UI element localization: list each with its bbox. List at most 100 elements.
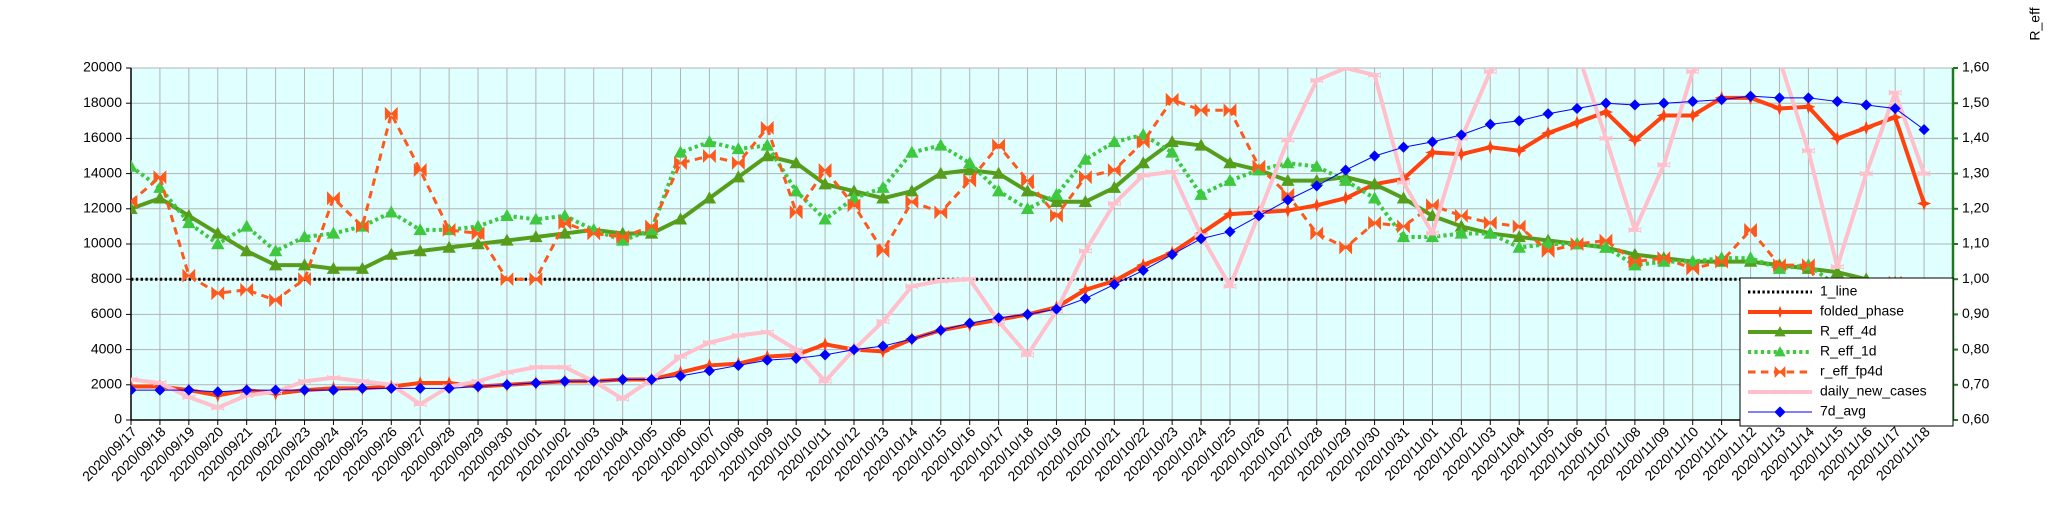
data-point <box>818 378 832 385</box>
legend-marker <box>1773 305 1787 319</box>
data-point <box>385 382 397 394</box>
data-point <box>905 194 919 209</box>
data-point <box>529 272 543 287</box>
data-point <box>789 205 803 220</box>
data-point <box>1512 219 1526 234</box>
legend-label: R_eff_4d <box>1820 323 1877 339</box>
y2-tick-label: 1,00 <box>1962 270 1989 286</box>
data-point <box>674 353 687 360</box>
data-point <box>587 226 601 241</box>
data-point <box>1773 258 1786 273</box>
data-point <box>1888 110 1903 125</box>
y2-tick-label: 1,30 <box>1962 164 1989 180</box>
data-point <box>558 226 572 239</box>
data-point <box>471 226 485 241</box>
data-point <box>1339 240 1353 255</box>
data-point <box>616 229 630 244</box>
data-point <box>327 384 340 396</box>
data-point <box>1830 265 1844 278</box>
data-point <box>413 163 427 178</box>
data-point <box>413 244 427 257</box>
data-point <box>1397 179 1410 186</box>
data-point <box>1079 292 1091 305</box>
data-point <box>131 194 138 209</box>
data-point <box>1166 248 1178 261</box>
data-point <box>1021 351 1034 359</box>
data-point <box>818 212 832 225</box>
data-point <box>240 282 254 297</box>
y2-tick-label: 1,20 <box>1962 200 1989 216</box>
data-point <box>1137 264 1149 276</box>
data-point <box>1454 147 1469 162</box>
legend-label: daily_new_cases <box>1820 383 1927 399</box>
data-point <box>1454 208 1468 223</box>
data-point <box>298 378 311 385</box>
data-point <box>241 384 253 396</box>
data-point <box>1802 258 1815 273</box>
data-point <box>1021 173 1034 188</box>
data-point <box>131 376 138 383</box>
data-point <box>1686 254 1700 267</box>
data-point <box>905 283 919 290</box>
data-point <box>673 212 688 225</box>
data-point <box>1049 187 1064 200</box>
data-point <box>131 159 138 172</box>
data-point <box>876 318 890 325</box>
data-point <box>1136 128 1150 141</box>
data-point <box>1685 108 1700 123</box>
data-point <box>471 237 485 250</box>
data-point <box>1426 230 1439 237</box>
data-point <box>1282 194 1294 206</box>
data-point <box>818 337 833 352</box>
data-point <box>1917 170 1931 177</box>
data-point <box>270 384 282 396</box>
data-point <box>731 332 745 339</box>
data-point <box>1889 102 1901 115</box>
data-point <box>1049 194 1064 207</box>
data-point <box>1801 99 1816 114</box>
data-point <box>1541 244 1555 259</box>
data-point <box>182 216 196 229</box>
data-point <box>1599 233 1613 248</box>
data-point <box>1513 22 1525 27</box>
data-point <box>1483 140 1498 155</box>
data-point <box>819 349 831 361</box>
data-point <box>1426 198 1439 213</box>
data-point <box>1425 145 1440 160</box>
data-point <box>934 166 948 179</box>
y2-tick-label: 1,40 <box>1962 129 1989 145</box>
data-point <box>500 209 514 222</box>
data-point <box>414 382 426 394</box>
data-point <box>269 293 283 308</box>
data-point <box>1195 233 1207 245</box>
data-point <box>818 177 832 190</box>
data-point <box>153 170 167 185</box>
data-point <box>847 198 861 213</box>
data-point <box>1629 99 1641 111</box>
data-point <box>153 180 167 193</box>
data-point <box>1715 254 1729 269</box>
data-point <box>1367 177 1382 190</box>
data-point <box>1542 108 1554 120</box>
data-point <box>1396 230 1411 243</box>
data-point <box>1772 101 1787 116</box>
data-point <box>646 373 658 386</box>
data-point <box>1194 187 1208 200</box>
data-point <box>1599 135 1613 142</box>
data-point <box>934 138 948 151</box>
data-point <box>992 138 1006 153</box>
data-point <box>991 184 1006 197</box>
data-point <box>1686 68 1700 75</box>
data-point <box>131 201 138 214</box>
data-point <box>1340 164 1352 176</box>
data-point <box>1165 168 1179 175</box>
y2-tick-label: 0,60 <box>1962 411 1989 427</box>
data-point <box>355 261 370 274</box>
data-point <box>1338 173 1353 186</box>
y2-axis-label: R_eff <box>2027 7 2043 40</box>
data-point <box>1107 200 1121 207</box>
data-point <box>789 156 803 169</box>
y-tick-label: 0 <box>114 411 122 427</box>
y2-tick-label: 1,10 <box>1962 235 1989 251</box>
